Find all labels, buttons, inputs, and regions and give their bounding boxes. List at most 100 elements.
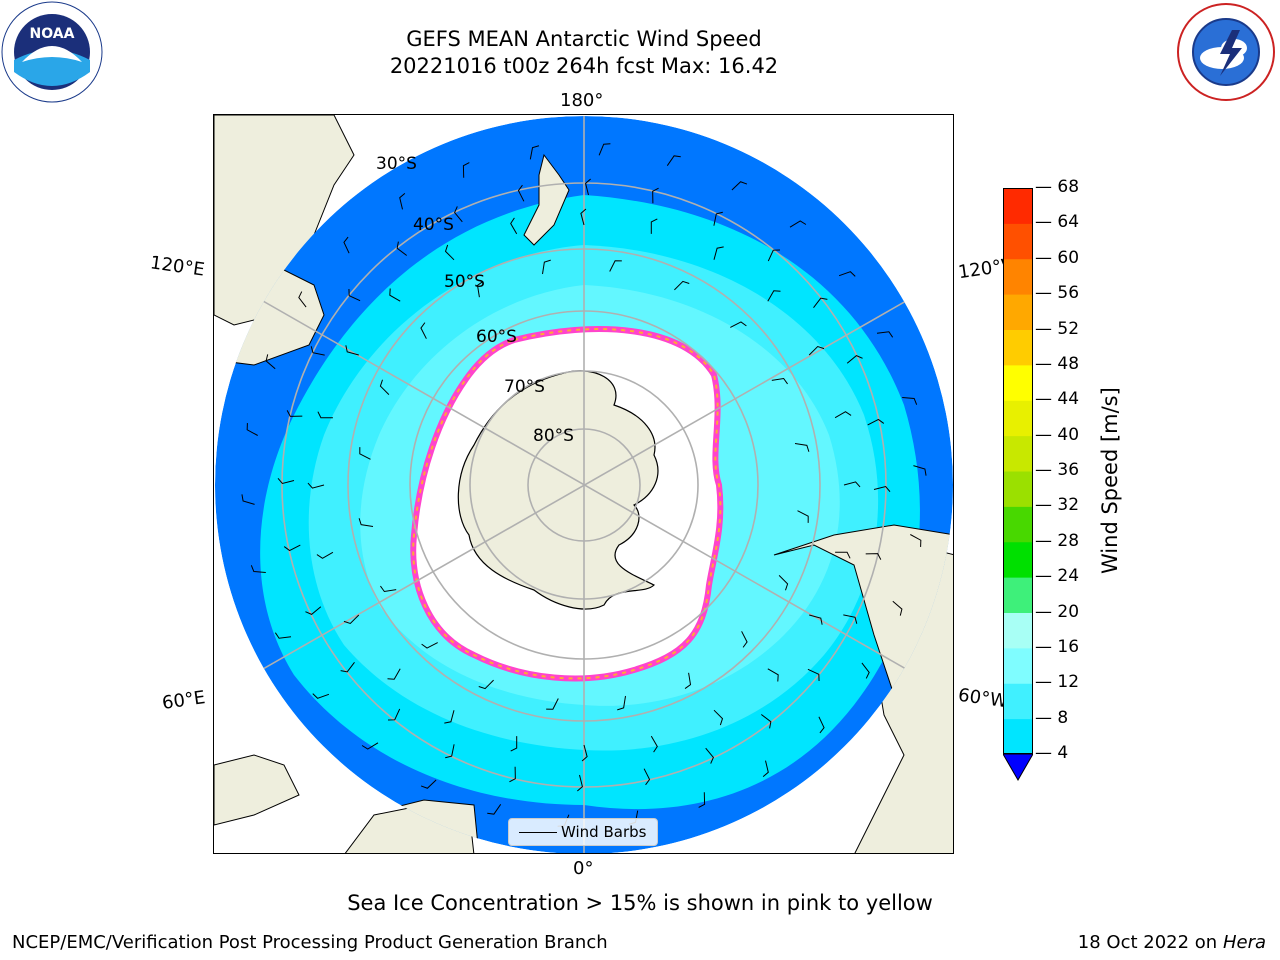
colorbar-tick-label: — 36 bbox=[1035, 460, 1080, 480]
wind-barb bbox=[396, 241, 408, 256]
wind-barb bbox=[577, 774, 583, 792]
map-legend: Wind Barbs bbox=[508, 818, 658, 846]
wind-barb bbox=[705, 747, 714, 764]
wind-barb bbox=[913, 465, 927, 476]
colorbar-segment bbox=[1003, 258, 1033, 295]
wind-barb bbox=[487, 804, 502, 815]
colorbar-tick-label: — 20 bbox=[1035, 601, 1080, 622]
wind-barb bbox=[807, 668, 820, 681]
wind-barb bbox=[445, 744, 455, 759]
wind-barb bbox=[444, 244, 455, 261]
wind-barb bbox=[609, 260, 622, 272]
colorbar-segment bbox=[1003, 577, 1033, 613]
wind-barb bbox=[345, 345, 359, 356]
colorbar-segment bbox=[1003, 329, 1033, 366]
wind-barb bbox=[241, 494, 255, 505]
chart-subtitle: 20221016 t00z 264h fcst Max: 16.42 bbox=[389, 54, 779, 78]
wind-barb bbox=[818, 716, 825, 734]
wind-barb bbox=[713, 211, 723, 226]
colorbar-segment bbox=[1003, 364, 1033, 401]
colorbar-segment bbox=[1003, 188, 1033, 224]
wind-barb-legend-label: Wind Barbs bbox=[561, 823, 647, 841]
colorbar-frame bbox=[1003, 188, 1033, 754]
wind-barb bbox=[789, 220, 807, 228]
wind-barb bbox=[274, 632, 292, 639]
wind-barb bbox=[771, 377, 788, 385]
wind-barb bbox=[298, 291, 307, 308]
wind-barb bbox=[380, 585, 397, 593]
wind-barb bbox=[873, 486, 891, 492]
wind-barb bbox=[312, 693, 330, 699]
lon-label-60e: 60°E bbox=[160, 687, 207, 714]
wind-barb bbox=[892, 600, 903, 616]
wind-barb bbox=[454, 206, 463, 223]
polar-map: 30°S 40°S 50°S 60°S 70°S 80°S bbox=[213, 114, 954, 854]
wind-barb bbox=[399, 193, 406, 210]
colorbar-segment bbox=[1003, 400, 1033, 437]
colorbar-tick-label: — 48 bbox=[1035, 353, 1080, 374]
wind-barb bbox=[731, 181, 748, 191]
wind-barb bbox=[509, 766, 516, 783]
lat-label-50s: 50°S bbox=[444, 272, 485, 292]
wind-barb bbox=[517, 184, 525, 202]
wind-barb bbox=[902, 397, 918, 405]
wind-barb bbox=[379, 379, 390, 395]
wind-barb bbox=[674, 280, 690, 291]
footer-machine: Hera bbox=[1222, 932, 1266, 953]
wind-barb bbox=[581, 744, 588, 762]
wind-barb bbox=[283, 544, 301, 552]
wind-barb bbox=[643, 768, 651, 786]
wind-barb bbox=[358, 518, 374, 527]
wind-barb bbox=[666, 155, 681, 166]
footer-left: NCEP/EMC/Verification Post Processing Pr… bbox=[12, 932, 608, 953]
colorbar-tick-label: — 56 bbox=[1035, 283, 1080, 304]
wind-barb bbox=[865, 553, 882, 560]
wind-barb bbox=[250, 565, 266, 573]
nws-logo bbox=[1176, 2, 1276, 102]
colorbar-tick-label: — 28 bbox=[1035, 530, 1080, 551]
wind-barb bbox=[713, 246, 724, 260]
wind-barb bbox=[813, 297, 828, 309]
wind-barb bbox=[861, 662, 870, 679]
chart-title: GEFS MEAN Antarctic Wind Speed bbox=[406, 27, 762, 51]
graticule bbox=[215, 116, 953, 853]
lon-label-60w: 60°W bbox=[956, 684, 1009, 713]
wind-barb bbox=[713, 709, 724, 726]
wind-barb bbox=[316, 551, 334, 559]
wind-barb bbox=[698, 792, 706, 808]
colorbar-segment bbox=[1003, 471, 1033, 507]
wind-barb bbox=[867, 418, 885, 426]
colorbar bbox=[1002, 188, 1034, 782]
wind-barb bbox=[834, 411, 852, 419]
wind-barb bbox=[846, 355, 863, 364]
wind-barb bbox=[265, 354, 276, 370]
wind-barb bbox=[307, 482, 325, 489]
noaa-logo: NOAA bbox=[0, 0, 104, 104]
wind-barb bbox=[778, 575, 789, 591]
wind-barb bbox=[510, 736, 518, 752]
colorbar-tick-label: — 64 bbox=[1035, 212, 1080, 233]
wind-barb bbox=[546, 698, 559, 710]
wind-barb bbox=[684, 672, 692, 689]
wind-barb bbox=[843, 481, 861, 488]
wind-barbs bbox=[241, 143, 927, 827]
colorbar-segment bbox=[1003, 435, 1033, 472]
colorbar-tick-label: — 24 bbox=[1035, 566, 1080, 587]
colorbar-segment bbox=[1003, 647, 1033, 684]
colorbar-tick-label: — 12 bbox=[1035, 672, 1080, 693]
wind-barb bbox=[286, 410, 303, 417]
wind-barb bbox=[529, 145, 540, 160]
sea-ice-caption: Sea Ice Concentration > 15% is shown in … bbox=[347, 891, 933, 915]
colorbar-segment bbox=[1003, 718, 1033, 755]
wind-barb bbox=[462, 162, 470, 178]
colorbar-tick-label: — 68 bbox=[1035, 177, 1080, 197]
wind-barb bbox=[420, 779, 437, 789]
map-canvas: 30°S 40°S 50°S 60°S 70°S 80°S bbox=[214, 115, 953, 853]
wind-barb bbox=[343, 236, 350, 254]
sea-ice-edge-inner bbox=[412, 328, 722, 680]
lon-label-120e: 120°E bbox=[148, 252, 206, 281]
wind-barb bbox=[510, 217, 518, 235]
wind-barb bbox=[359, 447, 371, 460]
wind-barb bbox=[542, 259, 551, 275]
wind-barb bbox=[809, 614, 823, 625]
